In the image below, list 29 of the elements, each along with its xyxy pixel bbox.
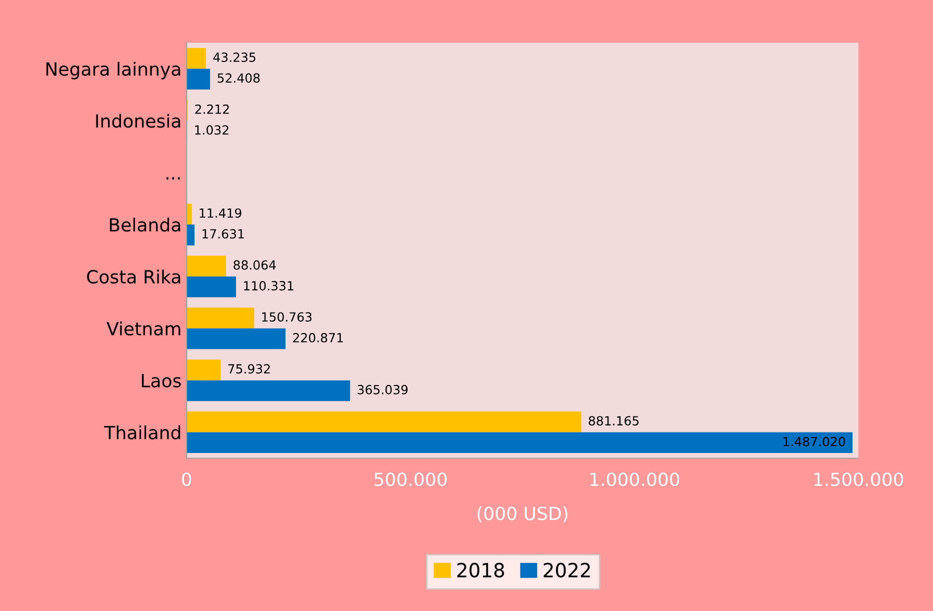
x-tick-label: 1.000.000	[590, 472, 680, 486]
data-label: 1.487.020	[784, 436, 845, 446]
data-label: 43.235	[213, 52, 256, 62]
data-label: 1.032	[195, 125, 228, 135]
data-label: 52.408	[218, 73, 260, 83]
y-tick-label: Indonesia	[96, 114, 180, 128]
x-axis-title: (000 USD)	[478, 506, 568, 522]
y-tick-label: Laos	[142, 374, 181, 388]
legend-label: 2022	[544, 562, 590, 578]
data-label: 220.871	[293, 332, 343, 342]
y-tick-label: Vietnam	[106, 322, 180, 336]
x-tick-label: 500.000	[374, 472, 447, 486]
y-tick-label: Negara lainnya	[46, 62, 180, 80]
x-tick-label: 1.500.000	[814, 472, 904, 486]
data-label: 17.631	[202, 229, 244, 239]
data-label: 365.039	[358, 384, 408, 394]
data-label: 11.419	[200, 208, 242, 218]
x-tick-label: 0	[182, 472, 192, 486]
y-tick-label: ...	[166, 177, 180, 180]
data-label: 150.763	[262, 312, 312, 322]
data-label: 75.932	[228, 364, 270, 374]
y-tick-label: Belanda	[110, 218, 180, 232]
legend-label: 2018	[457, 562, 504, 578]
data-label: 88.064	[234, 260, 276, 270]
data-label: 2.212	[195, 104, 229, 114]
y-tick-label: Costa Rika	[87, 270, 180, 284]
y-tick-label: Thailand	[104, 425, 180, 440]
data-label: 881.165	[588, 416, 639, 426]
data-label: 110.331	[244, 281, 294, 290]
